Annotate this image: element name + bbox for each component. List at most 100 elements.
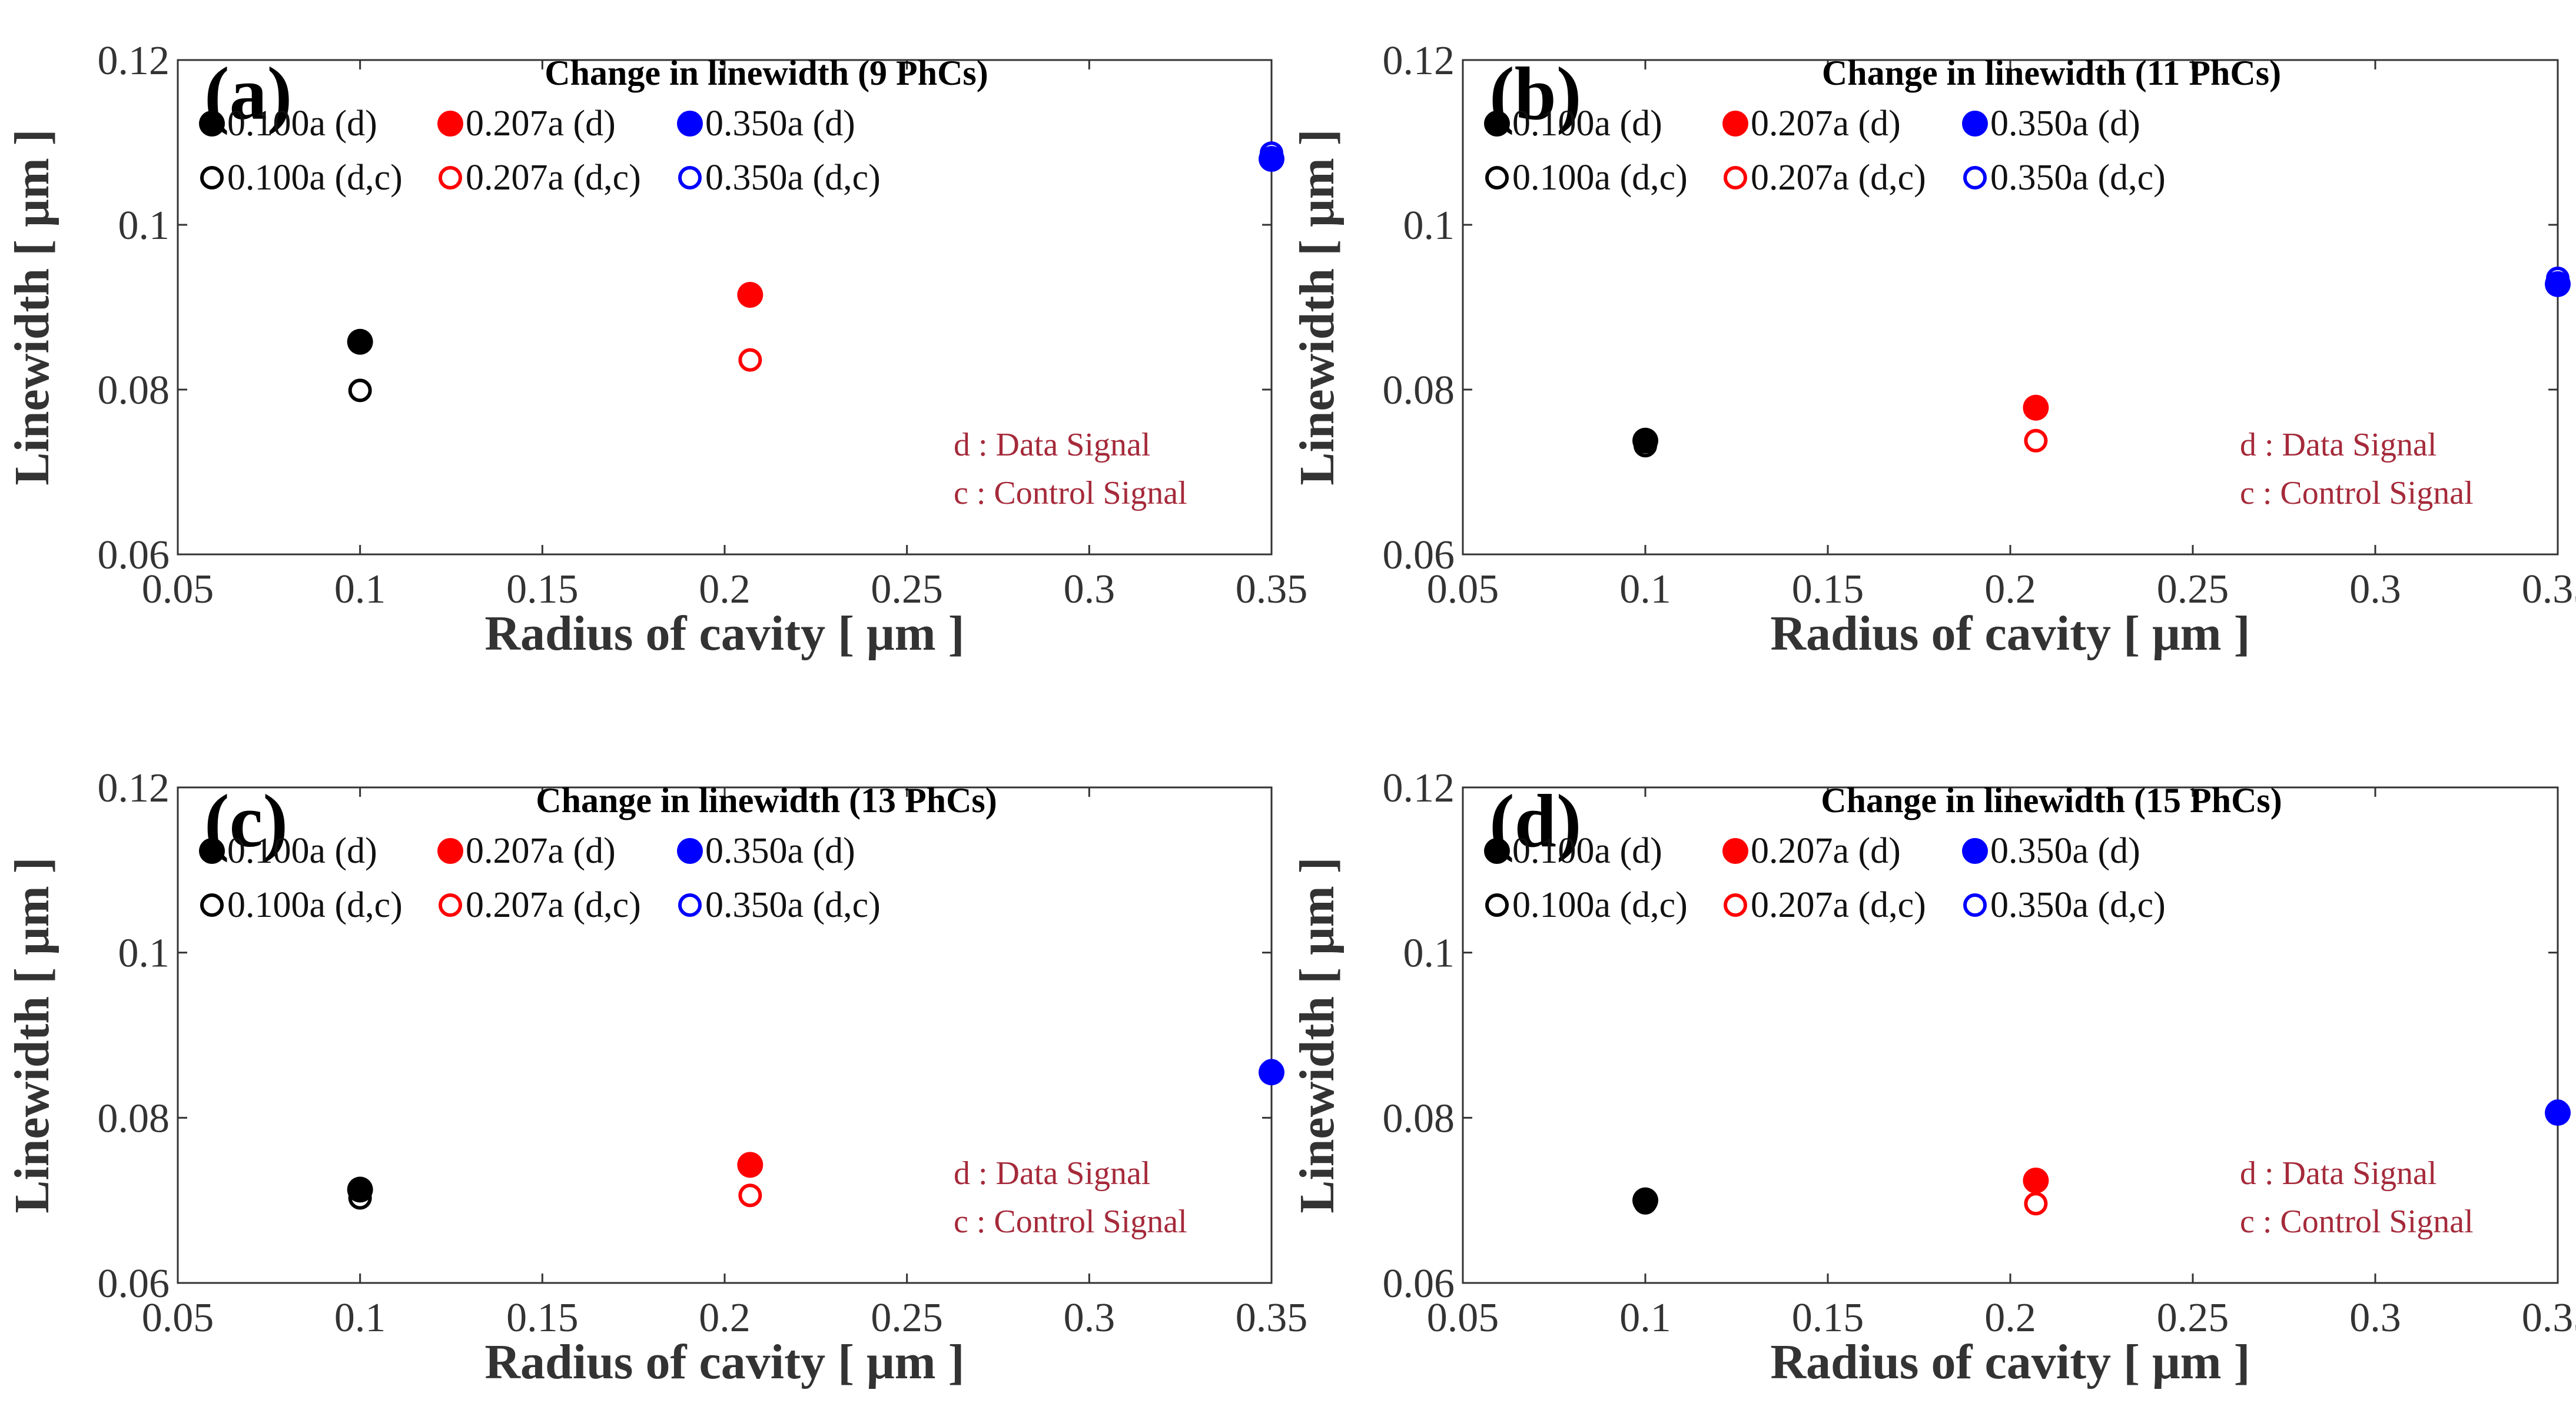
data-point-open [2024, 428, 2048, 453]
x-axis-label: Radius of cavity [ μm ] [1770, 606, 2250, 661]
y-axis-label: Linewidth [ μm ] [5, 129, 59, 485]
legend-marker-filled [1962, 838, 1988, 864]
x-tick-label: 0.35 [2522, 567, 2576, 612]
legend-marker-open [200, 166, 224, 189]
y-tick-label: 0.1 [118, 203, 170, 248]
y-tick-label: 0.08 [98, 1096, 170, 1141]
legend-marker-open [1485, 893, 1509, 917]
data-point-filled [2023, 394, 2049, 421]
x-tick-label: 0.05 [142, 567, 214, 612]
legend-marker-filled [677, 838, 703, 864]
x-tick-label: 0.1 [334, 1295, 386, 1341]
data-point-filled [2023, 1167, 2049, 1193]
y-tick-label: 0.1 [1403, 203, 1455, 248]
annotation-control-signal: c : Control Signal [2240, 475, 2474, 511]
annotation-data-signal: d : Data Signal [954, 1155, 1150, 1192]
x-tick-label: 0.2 [1984, 1295, 2036, 1341]
legend-label: 0.207a (d) [466, 104, 616, 144]
legend-label: 0.350a (d) [1990, 831, 2140, 871]
annotation-data-signal: d : Data Signal [954, 427, 1150, 463]
legend-label: 0.207a (d) [1751, 104, 1901, 144]
legend-label: 0.350a (d) [705, 104, 855, 144]
legend-label: 0.207a (d,c) [466, 885, 641, 925]
legend-marker-open [439, 893, 462, 917]
data-point-filled [1259, 146, 1284, 172]
y-tick-label: 0.12 [1383, 38, 1455, 84]
y-axis-label: Linewidth [ μm ] [1290, 857, 1345, 1213]
chart-panel-4: 0.05 0.1 0.15 0.2 0.25 0.3 0.35 0.06 0.08 0.1 0.12… [1290, 766, 2576, 1389]
legend-marker-filled [1962, 111, 1988, 137]
data-point-filled [2545, 1099, 2571, 1126]
x-tick-label: 0.15 [506, 567, 579, 612]
y-tick-label: 0.12 [98, 38, 170, 84]
data-point-open [738, 348, 762, 372]
x-tick-label: 0.2 [1984, 567, 2036, 612]
x-tick-label: 0.3 [2349, 567, 2401, 612]
y-tick-label: 0.06 [1383, 1261, 1455, 1306]
x-tick-label: 0.1 [1619, 1295, 1671, 1341]
legend-label: 0.207a (d,c) [1751, 885, 1926, 925]
legend-marker-open [1963, 166, 1987, 189]
legend-label: 0.207a (d) [1751, 831, 1901, 871]
legend-label: 0.350a (d,c) [1990, 158, 2166, 198]
y-tick-label: 0.12 [1383, 766, 1455, 811]
legend-label: 0.207a (d) [466, 831, 616, 871]
y-tick-label: 0.1 [118, 931, 170, 976]
annotation-control-signal: c : Control Signal [954, 475, 1187, 511]
data-point-filled [347, 328, 373, 355]
x-tick-label: 0.15 [1792, 1295, 1864, 1341]
legend-marker-open [1485, 166, 1509, 189]
legend-label: 0.100a (d) [1512, 831, 1662, 871]
chart-title: Change in linewidth (11 PhCs) [1822, 54, 2281, 92]
x-tick-label: 0.3 [1064, 567, 1116, 612]
chart-panel-1: 0.05 0.1 0.15 0.2 0.25 0.3 0.35 0.06 0.08 0.1 0.12… [5, 38, 1307, 661]
y-tick-label: 0.06 [1383, 533, 1455, 578]
x-tick-label: 0.15 [1792, 567, 1864, 612]
data-point-filled [737, 282, 763, 308]
x-tick-label: 0.25 [2157, 1295, 2229, 1341]
x-tick-label: 0.25 [871, 567, 943, 612]
data-point-filled [737, 1152, 763, 1178]
x-tick-label: 0.25 [2157, 567, 2229, 612]
y-tick-label: 0.08 [98, 368, 170, 413]
x-tick-label: 0.35 [1236, 567, 1308, 612]
chart-title: Change in linewidth (15 PhCs) [1821, 781, 2282, 820]
legend-label: 0.100a (d,c) [1512, 158, 1688, 198]
y-tick-label: 0.12 [98, 766, 170, 811]
legend-marker-filled [437, 838, 463, 864]
legend-label: 0.100a (d) [1512, 104, 1662, 144]
x-tick-label: 0.05 [1427, 567, 1499, 612]
legend-marker-filled [1484, 111, 1510, 137]
legend-label: 0.207a (d,c) [1751, 158, 1926, 198]
legend-marker-open [1724, 893, 1747, 917]
x-axis-label: Radius of cavity [ μm ] [484, 1335, 964, 1389]
x-tick-label: 0.35 [2522, 1295, 2576, 1341]
x-tick-label: 0.3 [2349, 1295, 2401, 1341]
x-tick-label: 0.15 [506, 1295, 579, 1341]
legend-label: 0.350a (d,c) [705, 885, 881, 925]
x-tick-label: 0.05 [1427, 1295, 1499, 1341]
legend-label: 0.350a (d,c) [705, 158, 881, 198]
legend-label: 0.100a (d) [227, 104, 377, 144]
legend-label: 0.350a (d) [1990, 104, 2140, 144]
x-axis-label: Radius of cavity [ μm ] [484, 606, 964, 661]
y-tick-label: 0.1 [1403, 931, 1455, 976]
chart-panel-2: 0.05 0.1 0.15 0.2 0.25 0.3 0.35 0.06 0.08 0.1 0.12… [1290, 38, 2576, 661]
annotation-control-signal: c : Control Signal [2240, 1203, 2474, 1240]
legend-marker-open [200, 893, 224, 917]
legend-marker-open [439, 166, 462, 189]
legend-marker-filled [1484, 838, 1510, 864]
annotation-data-signal: d : Data Signal [2240, 427, 2436, 463]
x-tick-label: 0.35 [1236, 1295, 1308, 1341]
y-axis-label: Linewidth [ μm ] [5, 857, 59, 1213]
data-point-filled [347, 1176, 373, 1203]
legend-label: 0.207a (d,c) [466, 158, 641, 198]
legend-marker-filled [677, 111, 703, 137]
chart-title: Change in linewidth (9 PhCs) [545, 54, 988, 92]
data-point-filled [2545, 271, 2571, 297]
data-point-open [2024, 1192, 2048, 1216]
x-tick-label: 0.05 [142, 1295, 214, 1341]
y-tick-label: 0.06 [98, 533, 170, 578]
y-tick-label: 0.06 [98, 1261, 170, 1306]
x-tick-label: 0.2 [699, 567, 751, 612]
